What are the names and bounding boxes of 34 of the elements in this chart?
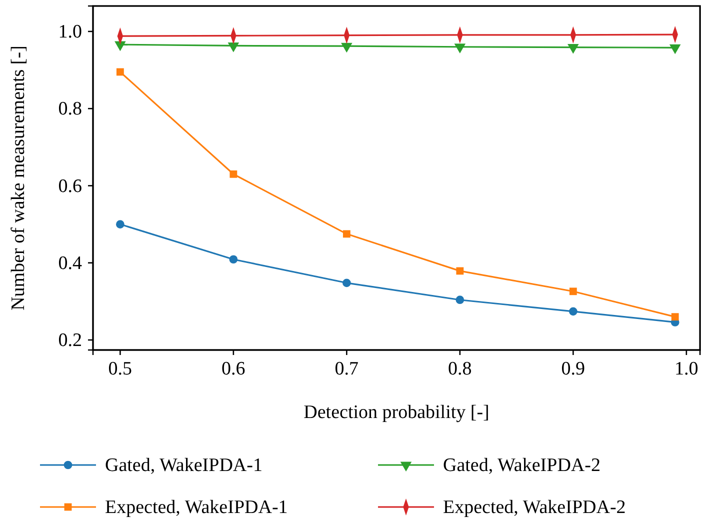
point <box>116 68 124 76</box>
point <box>568 307 578 316</box>
x-tick-label: 0.9 <box>561 358 586 380</box>
y-tick-label: 0.4 <box>58 252 82 274</box>
legend-label: Gated, WakeIPDA-2 <box>443 455 600 476</box>
y-tick-label: 0.2 <box>58 330 82 352</box>
y-tick-label: 1.0 <box>58 22 82 43</box>
y-tick-label: 0.8 <box>58 98 82 120</box>
point <box>669 44 681 54</box>
point <box>228 42 240 52</box>
point <box>341 42 352 53</box>
x-tick-label: 0.6 <box>222 358 246 380</box>
point <box>454 44 466 54</box>
y-tick-label: 0.6 <box>58 176 82 197</box>
point <box>230 170 238 178</box>
x-tick-label: 0.8 <box>448 358 472 380</box>
point <box>568 44 579 54</box>
legend-label: Gated, WakeIPDA-1 <box>105 455 262 476</box>
point <box>671 313 679 321</box>
x-axis-title: Detection probability [-] <box>304 402 490 423</box>
y-axis-title: Number of wake measurements [-] <box>8 46 29 310</box>
legend-label: Expected, WakeIPDA-1 <box>105 497 288 518</box>
point <box>342 278 351 288</box>
point <box>456 296 464 304</box>
x-tick-label: 0.5 <box>108 358 132 380</box>
point <box>114 41 126 52</box>
point <box>456 267 464 275</box>
point <box>342 230 350 238</box>
x-tick-label: 0.7 <box>334 358 359 380</box>
legend-label: Expected, WakeIPDA-2 <box>443 497 626 518</box>
point <box>569 288 577 296</box>
point <box>116 220 124 228</box>
x-tick-label: 1.0 <box>674 358 698 380</box>
point <box>229 255 238 264</box>
